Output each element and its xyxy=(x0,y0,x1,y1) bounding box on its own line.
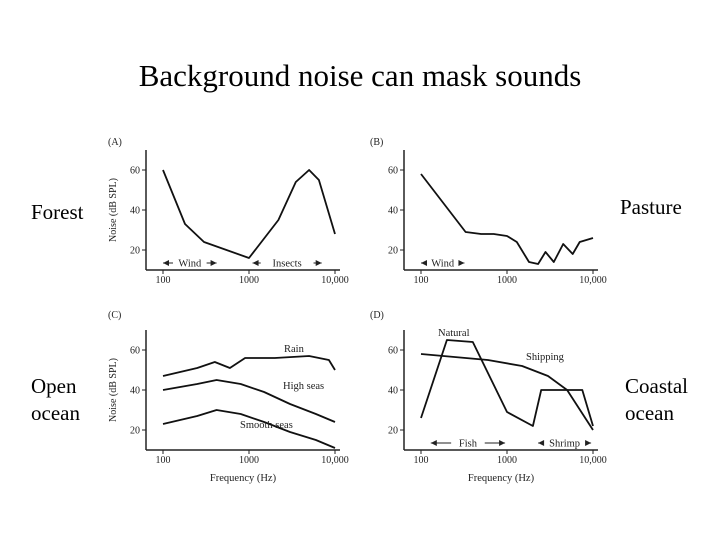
x-tick-label: 10,000 xyxy=(579,455,607,466)
x-tick-label: 10,000 xyxy=(321,455,349,466)
x-tick-label: 10,000 xyxy=(579,275,607,286)
panel-2: (B) 20 40 60 100 1000 10,000 Wind xyxy=(370,137,607,286)
y-axis-label: Noise (dB SPL) xyxy=(108,178,119,242)
x-tick-label: 1000 xyxy=(239,275,259,286)
annotation-label: Wind xyxy=(178,259,202,270)
x-axis-label: Frequency (Hz) xyxy=(210,473,277,484)
label-coastal-ocean: Coastal ocean xyxy=(625,374,688,426)
series-label: High seas xyxy=(283,381,324,392)
arrowhead-right xyxy=(315,260,322,266)
series-label: Smooth seas xyxy=(240,420,293,431)
x-tick-label: 10,000 xyxy=(321,275,349,286)
series-line-high-seas xyxy=(162,379,336,423)
annotation-label: Shrimp xyxy=(549,439,580,450)
y-tick-label: 60 xyxy=(130,166,140,177)
series-line-1 xyxy=(162,169,336,259)
y-tick-label: 20 xyxy=(130,426,140,437)
arrowhead-left xyxy=(430,440,437,446)
x-tick-label: 100 xyxy=(156,275,171,286)
series-line-natural xyxy=(420,339,594,427)
arrowhead-right xyxy=(585,440,592,446)
series-line-smooth-seas xyxy=(162,409,336,449)
panel-letter: (C) xyxy=(108,310,121,321)
arrowhead-right xyxy=(210,260,217,266)
y-tick-label: 20 xyxy=(388,246,398,257)
x-axis-label: Frequency (Hz) xyxy=(468,473,535,484)
annotation-label: Wind xyxy=(431,259,455,270)
arrowhead-left xyxy=(252,260,259,266)
x-tick-label: 100 xyxy=(414,275,429,286)
annotation-label: Fish xyxy=(459,439,478,450)
arrowhead-left xyxy=(421,260,427,266)
arrowhead-left xyxy=(538,440,545,446)
series-line-shipping xyxy=(420,353,594,431)
label-forest: Forest xyxy=(31,200,84,224)
x-tick-label: 100 xyxy=(414,455,429,466)
y-tick-label: 40 xyxy=(388,206,398,217)
panel-letter: (D) xyxy=(370,310,384,321)
x-tick-label: 1000 xyxy=(497,275,517,286)
series-label: Rain xyxy=(284,344,305,355)
panel-4: (D) 20 40 60 100 1000 10,000 Frequency (Hz) Natu… xyxy=(370,310,607,484)
y-axis-label: Noise (dB SPL) xyxy=(108,358,119,422)
series-line-1 xyxy=(420,173,594,265)
panel-1: (A) 20 40 60 100 1000 10,000 Noise (dB SPL) Wind… xyxy=(108,137,349,286)
label-pasture: Pasture xyxy=(620,195,682,219)
arrowhead-left xyxy=(163,260,169,266)
x-tick-label: 100 xyxy=(156,455,171,466)
series-line-rain xyxy=(162,355,336,377)
slide-title: Background noise can mask sounds xyxy=(138,58,582,93)
panel-letter: (B) xyxy=(370,137,383,148)
y-tick-label: 40 xyxy=(130,386,140,397)
y-tick-label: 20 xyxy=(388,426,398,437)
x-tick-label: 1000 xyxy=(239,455,259,466)
series-label: Natural xyxy=(438,328,470,339)
y-tick-label: 60 xyxy=(388,166,398,177)
label-open-ocean: Open ocean xyxy=(31,374,80,426)
y-tick-label: 60 xyxy=(130,346,140,357)
arrowhead-right xyxy=(499,440,506,446)
panel-letter: (A) xyxy=(108,137,122,148)
x-tick-label: 1000 xyxy=(497,455,517,466)
y-tick-label: 20 xyxy=(130,246,140,257)
series-label: Shipping xyxy=(526,352,565,363)
y-tick-label: 40 xyxy=(130,206,140,217)
y-tick-label: 40 xyxy=(388,386,398,397)
panel-3: (C) 20 40 60 100 1000 10,000 Noise (dB SPL) Freq… xyxy=(108,310,349,484)
y-tick-label: 60 xyxy=(388,346,398,357)
arrowhead-right xyxy=(458,260,465,266)
annotation-label: Insects xyxy=(273,259,302,270)
